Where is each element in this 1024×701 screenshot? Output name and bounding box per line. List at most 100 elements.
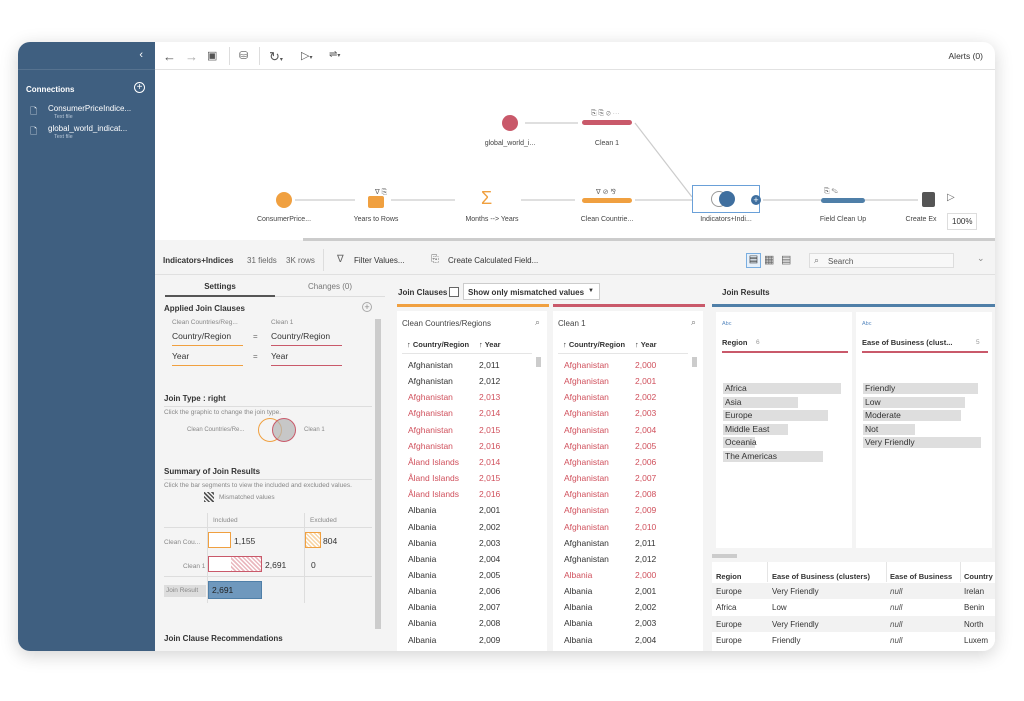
table-cell: 2,003 <box>479 537 501 548</box>
value-bar[interactable]: Africa <box>723 383 841 394</box>
included-bar-left[interactable] <box>208 532 231 548</box>
chevron-down-icon[interactable]: ⌄ <box>977 253 985 263</box>
zoom-level: 100% <box>947 213 978 230</box>
years-to-rows-node[interactable] <box>368 196 384 208</box>
column-header[interactable]: ↑ Year <box>635 340 657 349</box>
table-cell: Åland Islands <box>408 473 460 484</box>
add-connection-icon[interactable]: + <box>134 82 145 93</box>
column-header[interactable]: ↑ Country/Region <box>563 340 626 349</box>
alerts-button[interactable]: Alerts (0) <box>948 51 983 61</box>
included-bar-right[interactable] <box>208 556 262 572</box>
results-grid: Region Ease of Business (clusters) Ease of… <box>712 562 995 651</box>
search-input[interactable]: ⌕ Search <box>809 253 954 268</box>
right-field[interactable]: Year <box>271 351 342 366</box>
profile-view-icon[interactable]: ▤ <box>746 253 761 268</box>
aggregate-node[interactable]: Σ <box>481 188 493 208</box>
value-bar[interactable]: Moderate <box>863 410 961 421</box>
collapse-sidebar-icon[interactable]: ‹ <box>139 49 143 61</box>
table-cell: Afghanistan <box>408 408 453 419</box>
left-field[interactable]: Country/Region <box>172 331 243 346</box>
field-cleanup-node[interactable] <box>821 198 865 203</box>
run-icon[interactable]: ▷▾ <box>301 50 313 62</box>
grid-column-header[interactable]: Ease of Business <box>890 572 953 581</box>
list-view-icon[interactable]: ▤ <box>781 254 792 266</box>
field-name[interactable]: Ease of Business (clust... <box>862 338 953 347</box>
value-bar[interactable]: Asia <box>723 396 798 408</box>
column-header[interactable]: ↑ Year <box>479 340 501 349</box>
grid-column-header[interactable]: Region <box>716 572 742 581</box>
table-cell: 2,000 <box>635 360 657 370</box>
grid-column-header[interactable]: Ease of Business (clusters) <box>772 572 870 581</box>
add-clause-icon[interactable]: + <box>362 302 372 312</box>
flow-canvas[interactable]: ⎘ ⎘ ⊘ ⋯ ∇ ⎘ Σ ∇ ⊘ ⅋ + ⎘ ✎ ▷ global_world… <box>155 70 995 241</box>
field-name[interactable]: Region <box>722 338 748 347</box>
connection-item[interactable]: 🗋 ConsumerPriceIndice... Text file <box>18 104 155 123</box>
filter-values-button[interactable]: Filter Values... <box>354 256 405 265</box>
search-icon[interactable]: ⌕ <box>534 317 540 327</box>
app-window: ‹ Connections + 🗋 ConsumerPriceIndice...… <box>18 42 995 651</box>
join-result-bar[interactable]: 2,691 <box>208 581 262 599</box>
table-cell: 2,011 <box>479 360 500 370</box>
grid-cell: null <box>890 635 903 645</box>
grid-cell: Low <box>772 603 787 613</box>
add-step-icon[interactable]: + <box>751 195 761 205</box>
grid-row[interactable] <box>712 599 995 616</box>
node-label: Months --> Years <box>465 216 519 223</box>
table-cell: 2,012 <box>635 553 657 564</box>
grid-row[interactable] <box>712 631 995 648</box>
join-clause[interactable]: Year = Year <box>163 349 373 367</box>
table-scrollbar[interactable] <box>536 357 541 367</box>
table-cell: 2,004 <box>635 634 657 645</box>
forward-icon[interactable]: → <box>185 49 198 64</box>
table-cell: 2,016 <box>479 440 501 451</box>
value-bar[interactable]: Not Clustered <box>863 423 915 445</box>
right-field[interactable]: Country/Region <box>271 331 342 346</box>
table-cell: Åland Islands <box>408 456 460 467</box>
search-icon[interactable]: ⌕ <box>690 317 696 327</box>
tab-changes[interactable]: Changes (0) <box>275 282 385 297</box>
node-label: global_world_i... <box>484 140 536 147</box>
canvas-scrollbar[interactable] <box>303 238 995 241</box>
venn-right-circle[interactable] <box>272 418 296 442</box>
column-header[interactable]: ↑ Country/Region <box>407 340 470 349</box>
excluded-bar-left[interactable] <box>305 532 321 548</box>
value-bar[interactable]: The Americas <box>723 450 823 462</box>
grid-row[interactable] <box>712 583 995 599</box>
cards-scrollbar[interactable] <box>712 554 737 558</box>
layout-icon[interactable]: ⇌▾ <box>329 49 341 60</box>
save-icon[interactable]: ▣ <box>207 50 218 62</box>
settings-scrollbar[interactable] <box>375 319 381 629</box>
clean1-node[interactable] <box>582 120 632 125</box>
clean-countries-node[interactable] <box>582 198 632 203</box>
mismatch-filter-dropdown[interactable]: Show only mismatched values ▼ <box>463 283 600 300</box>
table-cell: 2,008 <box>635 489 657 500</box>
value-bar[interactable]: Low <box>863 396 965 408</box>
grid-row[interactable] <box>712 615 995 632</box>
consumer-price-input-node[interactable] <box>276 192 292 208</box>
back-icon[interactable]: ← <box>163 49 176 64</box>
database-icon[interactable]: ⛁ <box>239 50 249 62</box>
connection-item[interactable]: 🗋 global_world_indicat... Text file <box>18 124 155 143</box>
field-cleanup-icons: ⎘ ✎ <box>824 188 838 195</box>
global-world-input-node[interactable] <box>502 115 518 131</box>
table-cell: 2,002 <box>479 521 501 532</box>
value-bar[interactable]: Oceania <box>723 437 757 448</box>
grid-column-header[interactable]: Country <box>964 572 993 581</box>
table-cell: 2,008 <box>479 618 501 629</box>
value-bar[interactable]: Europe <box>723 410 828 421</box>
node-label: ConsumerPrice... <box>256 216 312 223</box>
run-output-icon[interactable]: ▷ <box>947 192 955 203</box>
refresh-icon[interactable]: ↻▾ <box>269 49 283 64</box>
join-clause[interactable]: Country/Region = Country/Region <box>163 329 373 347</box>
value-bar[interactable]: Middle East <box>723 423 788 435</box>
tab-settings[interactable]: Settings <box>165 282 275 297</box>
join-clauses-checkbox[interactable] <box>449 287 459 297</box>
table-scrollbar[interactable] <box>692 357 697 367</box>
value-bar[interactable]: Friendly <box>863 383 978 394</box>
left-field[interactable]: Year <box>172 351 243 366</box>
join-node-selected[interactable] <box>692 185 760 213</box>
create-calculated-field-button[interactable]: Create Calculated Field... <box>448 256 539 265</box>
value-bar[interactable]: Very Friendly <box>863 437 981 448</box>
grid-view-icon[interactable]: ▦ <box>764 254 775 266</box>
output-node[interactable] <box>922 192 935 207</box>
